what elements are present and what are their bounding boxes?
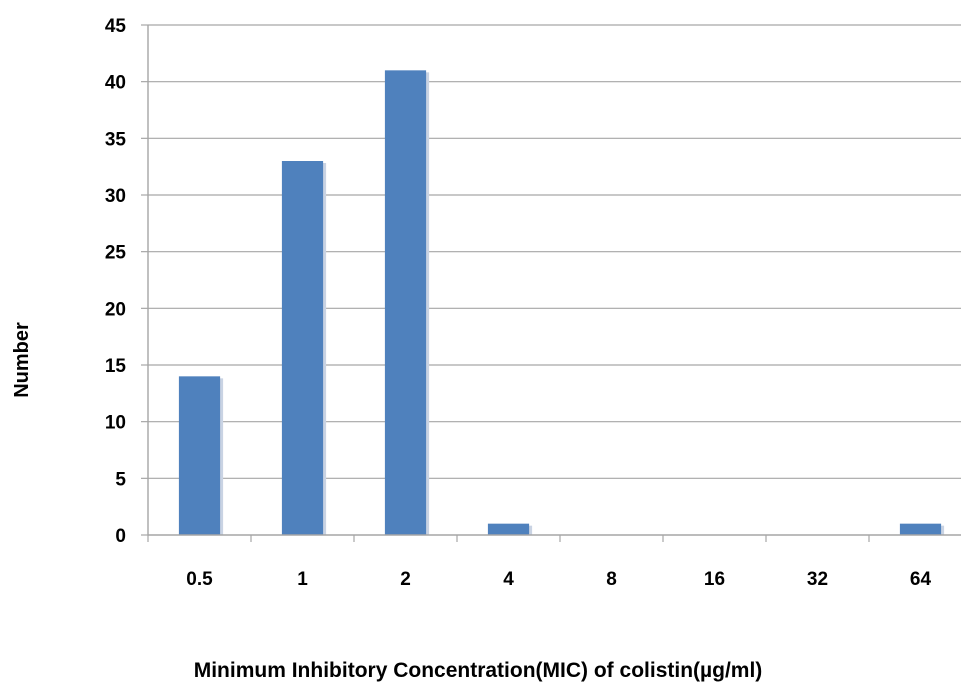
bar-4 bbox=[487, 523, 530, 535]
bar-0.5 bbox=[178, 376, 221, 535]
x-tick-label: 2 bbox=[400, 569, 411, 590]
y-tick-label: 25 bbox=[105, 243, 127, 264]
x-tick-label: 8 bbox=[606, 569, 617, 590]
x-tick-label: 1 bbox=[297, 569, 308, 590]
axes bbox=[147, 25, 961, 542]
bar-2 bbox=[384, 70, 427, 535]
x-tick-label: 4 bbox=[503, 569, 514, 590]
x-tick-label: 16 bbox=[704, 569, 725, 590]
y-tick-label: 0 bbox=[115, 526, 126, 547]
x-axis-label: Minimum Inhibitory Concentration(MIC) of… bbox=[194, 659, 763, 682]
y-tick-label: 40 bbox=[105, 73, 126, 94]
y-tick-label: 35 bbox=[105, 129, 127, 150]
bars bbox=[178, 70, 945, 535]
y-tick-label: 45 bbox=[105, 16, 127, 37]
y-axis-label: Number bbox=[11, 322, 33, 398]
y-tick-label: 10 bbox=[105, 413, 126, 434]
gridlines bbox=[141, 24, 961, 536]
y-tick-labels: 0 5 10 15 20 25 30 35 40 45 bbox=[105, 16, 127, 547]
x-tick-label: 64 bbox=[910, 569, 932, 590]
y-tick-label: 20 bbox=[105, 299, 126, 320]
x-tick-labels: 0.5 1 2 4 8 16 32 64 bbox=[186, 569, 931, 590]
bar-64 bbox=[899, 523, 942, 535]
x-tick-label: 32 bbox=[807, 569, 828, 590]
bar-1 bbox=[281, 161, 324, 535]
y-tick-label: 15 bbox=[105, 356, 127, 377]
y-tick-label: 5 bbox=[115, 469, 126, 490]
x-tick-label: 0.5 bbox=[186, 569, 213, 590]
y-tick-label: 30 bbox=[105, 186, 126, 207]
